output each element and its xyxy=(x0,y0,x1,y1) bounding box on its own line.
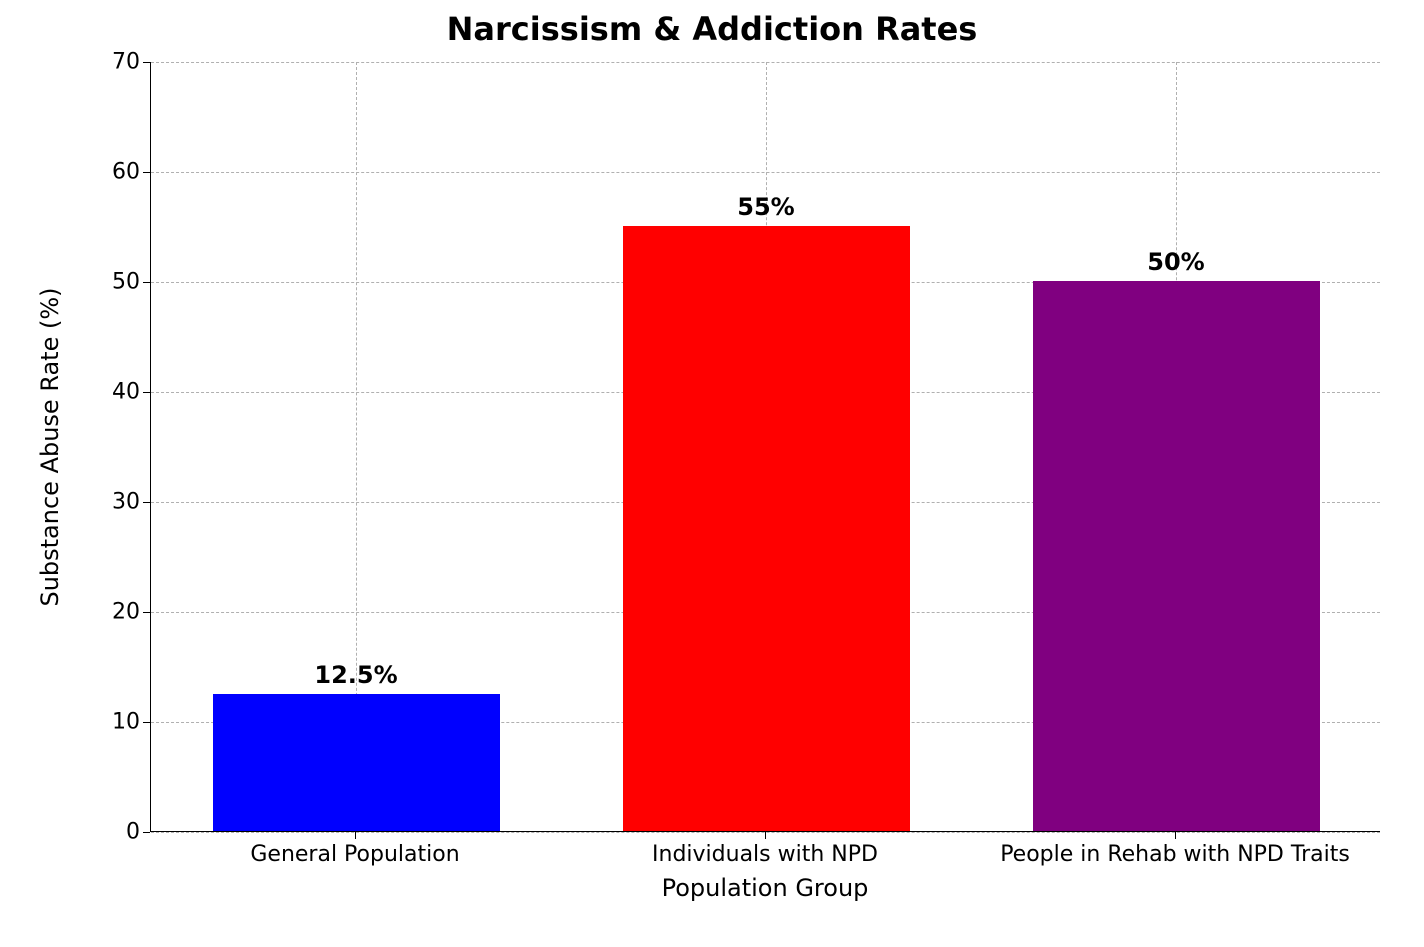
x-tick-mark xyxy=(355,832,356,839)
y-tick-mark xyxy=(143,172,150,173)
y-tick-mark xyxy=(143,832,150,833)
y-tick-label: 40 xyxy=(100,380,140,405)
y-tick-mark xyxy=(143,62,150,63)
y-tick-label: 30 xyxy=(100,490,140,515)
bar xyxy=(1033,281,1320,831)
y-tick-label: 10 xyxy=(100,710,140,735)
x-axis-label: Population Group xyxy=(662,874,869,902)
bar-value-label: 55% xyxy=(737,193,794,221)
y-tick-label: 20 xyxy=(100,600,140,625)
x-tick-label: Individuals with NPD xyxy=(652,842,878,867)
bar-value-label: 50% xyxy=(1147,248,1204,276)
y-axis-label: Substance Abuse Rate (%) xyxy=(36,287,64,606)
figure: Narcissism & Addiction Rates 12.5% 55% 50%… xyxy=(0,0,1424,947)
y-tick-label: 70 xyxy=(100,50,140,75)
bar xyxy=(623,226,910,831)
bar-value-label: 12.5% xyxy=(314,661,397,689)
y-tick-label: 50 xyxy=(100,270,140,295)
y-tick-mark xyxy=(143,282,150,283)
bar xyxy=(213,694,500,832)
plot-area: 12.5% 55% 50% xyxy=(150,62,1380,832)
y-tick-mark xyxy=(143,392,150,393)
x-tick-mark xyxy=(765,832,766,839)
chart-title: Narcissism & Addiction Rates xyxy=(0,10,1424,48)
y-tick-mark xyxy=(143,612,150,613)
y-tick-mark xyxy=(143,722,150,723)
y-tick-label: 0 xyxy=(100,820,140,845)
x-tick-label: People in Rehab with NPD Traits xyxy=(1000,842,1350,867)
x-tick-mark xyxy=(1175,832,1176,839)
y-tick-mark xyxy=(143,502,150,503)
x-tick-label: General Population xyxy=(250,842,459,867)
y-tick-label: 60 xyxy=(100,160,140,185)
